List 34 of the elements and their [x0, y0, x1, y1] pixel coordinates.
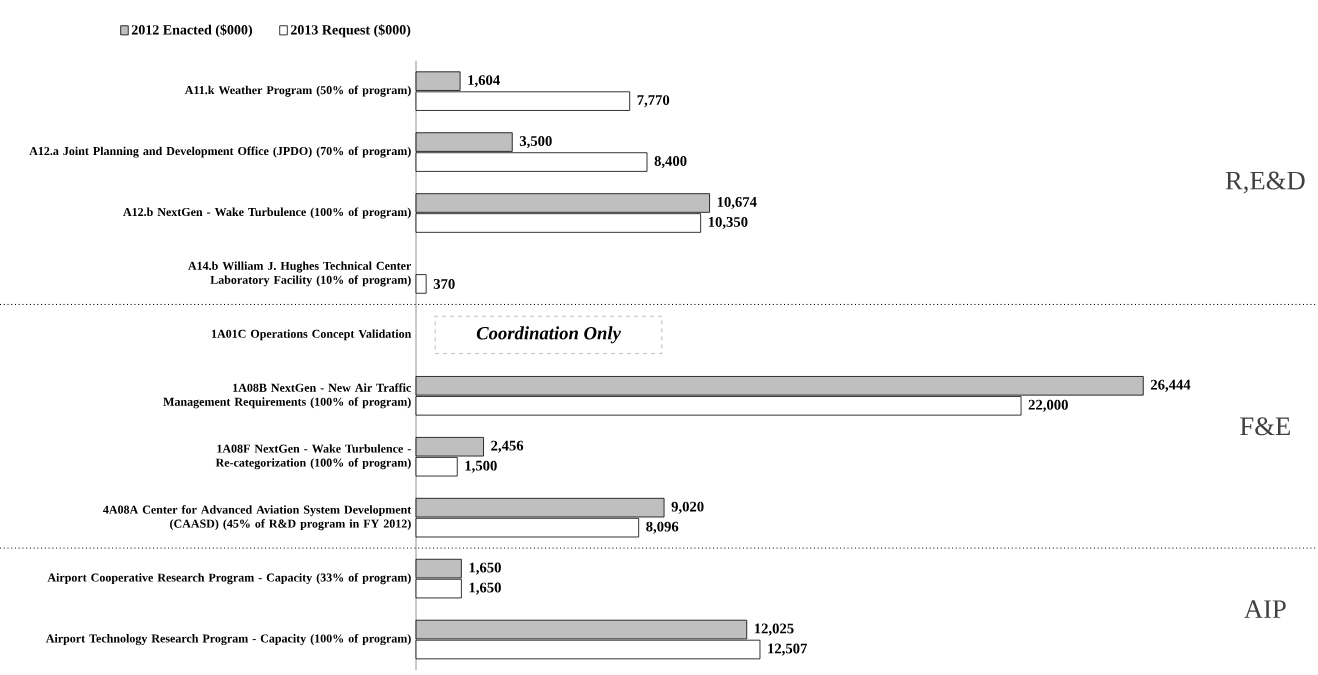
data-label: 12,025: [754, 623, 794, 636]
data-label: 1,500: [465, 460, 497, 473]
y-tick-label: A12.b NextGen - Wake Turbulence (100% of program): [123, 207, 411, 219]
data-label: 3,500: [519, 136, 552, 149]
data-label: 10,350: [708, 216, 748, 230]
y-tick-label: Airport Technology Research Program - Capacity (100% of program): [45, 633, 411, 646]
y-tick-label: 1A08F NextGen - Wake Turbulence - Re-categorization (100% of program): [215, 444, 411, 470]
data-label: 9,020: [671, 501, 704, 514]
data-label: 26,444: [1150, 379, 1191, 392]
y-tick-label: 1A01C Operations Concept Validation: [212, 329, 412, 341]
data-label: 1,650: [469, 562, 501, 575]
y-tick-label: 4A08A Center for Advanced Aviation System Development (CAASD) (45% of R&D program in FY 2012): [103, 505, 412, 531]
data-label: 370: [433, 278, 455, 289]
text: R,E&D: [1225, 171, 1305, 194]
y-tick-label: A14.b William J. Hughes Technical Center Laboratory Facility (10% of program): [188, 261, 412, 287]
legend-label: 2013 Request ($000): [290, 24, 411, 38]
text: F&E: [1240, 417, 1290, 436]
data-label: 8,400: [654, 156, 687, 169]
legend-label: 2012 Enacted ($000): [131, 24, 253, 38]
data-label: 7,770: [637, 95, 670, 108]
y-tick-label: 1A08B NextGen - New Air Traffic Management Requirements (100% of program): [163, 383, 411, 409]
data-label: 12,507: [768, 643, 807, 656]
data-label: 1,650: [469, 582, 501, 595]
data-label: 1,604: [468, 75, 500, 88]
data-label: 10,674: [717, 196, 757, 210]
annotation: Coordination Only: [476, 326, 621, 344]
y-tick-label: A11.k Weather Program (50% of program): [184, 85, 411, 97]
text: AIP: [1244, 600, 1286, 618]
bar: [415, 274, 427, 294]
data-label: 2,456: [491, 440, 524, 453]
data-label: 22,000: [1028, 399, 1068, 412]
y-tick-label: Airport Cooperative Research Program - Capacity (33% of program): [47, 573, 411, 585]
y-tick-label: A12.a Joint Planning and Development Office (JPDO) (70% of program): [29, 146, 411, 158]
data-label: 8,096: [646, 521, 679, 534]
